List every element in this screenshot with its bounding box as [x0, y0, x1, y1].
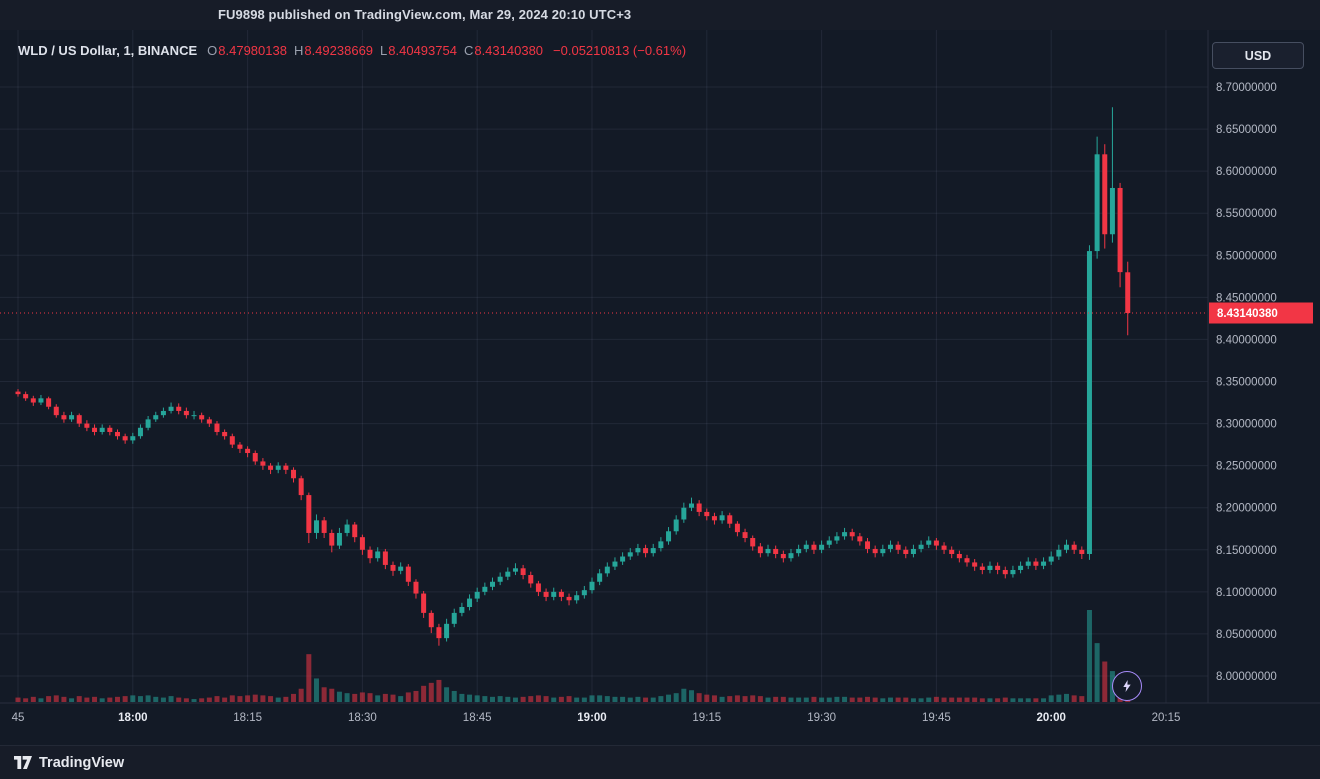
- ohlc-close: C8.43140380: [463, 43, 544, 58]
- svg-text:8.70000000: 8.70000000: [1216, 82, 1277, 94]
- svg-text:8.60000000: 8.60000000: [1216, 166, 1277, 178]
- svg-text:18:30: 18:30: [348, 712, 377, 724]
- svg-text:8.10000000: 8.10000000: [1216, 587, 1277, 599]
- grid-lines: [0, 30, 1208, 703]
- tradingview-logo-text: TradingView: [39, 754, 125, 771]
- chart-region[interactable]: 8.00000000 8.05000000 8.10000000 8.15000000…: [0, 30, 1320, 745]
- svg-text:8.45000000: 8.45000000: [1216, 292, 1277, 304]
- svg-text:19:45: 19:45: [922, 712, 951, 724]
- svg-text:20:00: 20:00: [1036, 712, 1065, 724]
- svg-text:8.00000000: 8.00000000: [1216, 671, 1277, 683]
- time-axis[interactable]: 45 18:00 18:15 18:30 18:45 19:00 19:15 19:30 19:…: [12, 712, 1181, 724]
- last-price-tag: 8.43140380: [1209, 302, 1313, 324]
- ohlc-values: O8.47980138 H8.49238669 L8.40493754 C8.4314…: [207, 43, 550, 58]
- lightning-icon: [1123, 680, 1131, 692]
- volume-bars: [15, 610, 1131, 702]
- svg-text:19:00: 19:00: [577, 712, 606, 724]
- svg-text:8.25000000: 8.25000000: [1216, 461, 1277, 473]
- price-axis[interactable]: 8.00000000 8.05000000 8.10000000 8.15000000…: [1216, 82, 1277, 683]
- tradingview-logo-icon: [14, 756, 32, 769]
- svg-text:8.20000000: 8.20000000: [1216, 503, 1277, 515]
- boost-lightning-button[interactable]: [1112, 671, 1142, 701]
- svg-text:20:15: 20:15: [1152, 712, 1181, 724]
- svg-text:18:00: 18:00: [118, 712, 147, 724]
- publish-info-bar: FU9898 published on TradingView.com, Mar…: [0, 0, 1320, 30]
- svg-text:8.05000000: 8.05000000: [1216, 629, 1277, 641]
- svg-text:19:15: 19:15: [692, 712, 721, 724]
- svg-text:19:30: 19:30: [807, 712, 836, 724]
- candlestick-chart[interactable]: 8.00000000 8.05000000 8.10000000 8.15000000…: [0, 30, 1320, 745]
- svg-text:45: 45: [12, 712, 25, 724]
- tradingview-logo[interactable]: TradingView: [14, 755, 124, 771]
- svg-text:18:45: 18:45: [463, 712, 492, 724]
- svg-text:8.35000000: 8.35000000: [1216, 377, 1277, 389]
- svg-text:8.30000000: 8.30000000: [1216, 419, 1277, 431]
- svg-text:8.50000000: 8.50000000: [1216, 250, 1277, 262]
- publish-info-text: FU9898 published on TradingView.com, Mar…: [218, 7, 632, 22]
- ohlc-low: L8.40493754: [380, 43, 457, 58]
- currency-toggle-button[interactable]: USD: [1212, 42, 1304, 69]
- chart-legend: WLD / US Dollar, 1, BINANCE O8.47980138 H8…: [18, 43, 686, 58]
- svg-text:8.43140380: 8.43140380: [1217, 308, 1278, 320]
- axis-borders: [0, 30, 1320, 704]
- svg-text:18:15: 18:15: [233, 712, 262, 724]
- svg-text:8.40000000: 8.40000000: [1216, 334, 1277, 346]
- price-change: −0.05210813 (−0.61%): [553, 43, 687, 58]
- ohlc-high: H8.49238669: [293, 43, 374, 58]
- candles: [15, 107, 1131, 646]
- svg-text:8.55000000: 8.55000000: [1216, 208, 1277, 220]
- footer-bar: TradingView: [0, 745, 1320, 779]
- symbol-title[interactable]: WLD / US Dollar, 1, BINANCE: [18, 43, 198, 58]
- svg-text:8.15000000: 8.15000000: [1216, 545, 1277, 557]
- svg-text:8.65000000: 8.65000000: [1216, 124, 1277, 136]
- ohlc-open: O8.47980138: [207, 43, 287, 58]
